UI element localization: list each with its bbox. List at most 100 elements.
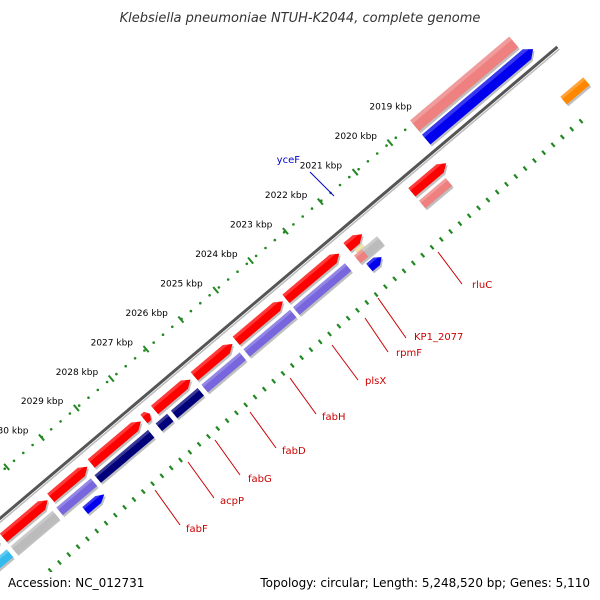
ruler-dot xyxy=(12,459,16,463)
inner-ruler-dash xyxy=(466,213,472,219)
kbp-ruler: 2019 kbp 2020 kbp 2021 kbp 2022 kbp 2023 kbp… xyxy=(0,57,584,572)
rev-c xyxy=(0,549,15,572)
inner-ruler-dash xyxy=(494,189,500,195)
ruler-tick xyxy=(3,463,11,471)
ruler-label: 2020 kbp xyxy=(335,132,378,142)
inner-ruler-dash xyxy=(56,559,62,566)
acpp-label[interactable]: acpP xyxy=(220,496,244,507)
ruler-dot xyxy=(226,278,230,281)
rrna-block xyxy=(410,36,520,134)
kp1_2077-label[interactable]: KP1_2077 xyxy=(414,332,463,343)
orange-mark xyxy=(560,77,592,107)
inner-ruler-dash xyxy=(569,126,575,132)
inner-ruler-dash xyxy=(289,362,295,369)
ruler-dot xyxy=(208,294,211,297)
inner-ruler-dash xyxy=(448,228,454,235)
inner-ruler-dash xyxy=(578,118,584,124)
ruler-label: 2026 kbp xyxy=(125,309,168,319)
inner-ruler-dash xyxy=(168,465,174,471)
ruler-dot xyxy=(152,341,155,344)
inner-ruler-dash xyxy=(187,449,193,455)
cds-a xyxy=(47,462,89,504)
backbone-shadow xyxy=(0,48,560,524)
ruler-dot xyxy=(301,215,305,218)
inner-ruler-dash xyxy=(513,173,519,180)
plsx-label[interactable]: plsX xyxy=(365,376,386,387)
ruler-tick xyxy=(386,138,394,147)
inner-ruler-dash xyxy=(438,236,444,243)
ruler-dot xyxy=(292,223,295,226)
gene-features xyxy=(0,36,592,572)
inner-ruler-dash xyxy=(243,402,249,408)
inner-ruler-dash xyxy=(178,457,183,463)
fabh-label[interactable]: fabH xyxy=(322,412,346,423)
inner-ruler-dash xyxy=(66,551,72,558)
inner-ruler-dash xyxy=(559,134,565,140)
ruler-tick xyxy=(282,227,289,235)
fabf-label[interactable]: fabF xyxy=(186,524,208,535)
rluC-cds xyxy=(408,159,448,199)
inner-ruler-dash xyxy=(140,488,146,495)
rpmf-label[interactable]: rpmF xyxy=(396,348,422,359)
kp1-2077-rev xyxy=(361,236,385,259)
inner-ruler-dash xyxy=(541,150,547,156)
inner-ruler-dash xyxy=(224,418,230,424)
fabg-label[interactable]: fabG xyxy=(248,474,272,485)
ruler-label: 2021 kbp xyxy=(300,161,343,171)
ruler-tick xyxy=(73,404,80,412)
inner-ruler-dash xyxy=(504,181,509,187)
inner-ruler-dash xyxy=(345,315,351,321)
acpP-rev xyxy=(155,413,175,434)
kp1_2077-leader xyxy=(377,297,407,339)
ruler-dot xyxy=(22,451,25,455)
ruler-tick xyxy=(247,256,254,265)
inner-ruler-dash xyxy=(47,567,53,572)
fabG-cds xyxy=(151,375,192,417)
rluc-leader xyxy=(437,251,463,285)
plsX-rev xyxy=(293,263,353,317)
ycef-leader xyxy=(309,171,335,197)
ruler-tick xyxy=(107,374,115,383)
ruler-label: 2029 kbp xyxy=(21,397,64,407)
ruler-dot xyxy=(68,412,72,415)
inner-blue-1 xyxy=(82,491,106,516)
ruler-label: 2028 kbp xyxy=(56,368,99,378)
ruler-dot xyxy=(189,309,193,313)
yceF-blue xyxy=(366,253,384,274)
ruler-dot xyxy=(87,396,90,400)
inner-ruler-dash xyxy=(354,307,360,313)
ycef-label[interactable]: yceF xyxy=(277,155,301,166)
inner-ruler-dash xyxy=(401,268,407,274)
fabf-leader xyxy=(154,489,181,526)
ruler-dot xyxy=(245,262,249,266)
fabH-cds xyxy=(232,297,285,347)
ruler-dot xyxy=(96,388,100,392)
ruler-label: 2019 kbp xyxy=(369,102,412,112)
kp1-2077-cds xyxy=(343,230,364,254)
inner-ruler-dash xyxy=(522,165,528,172)
inner-ruler-dash xyxy=(150,481,156,487)
ruler-dot xyxy=(124,364,127,368)
rluc-label[interactable]: rluC xyxy=(472,280,492,291)
ruler-label: 2025 kbp xyxy=(160,279,203,289)
rev-b xyxy=(10,510,61,556)
inner-ruler-dash xyxy=(457,221,463,227)
ruler-tick xyxy=(351,168,359,176)
fabD-rev xyxy=(201,352,248,395)
fabd-label[interactable]: fabD xyxy=(282,446,306,457)
ruler-dot xyxy=(171,325,174,329)
ruler-dot xyxy=(3,467,6,471)
fabh-leader xyxy=(289,377,317,415)
inner-ruler-dash xyxy=(392,276,398,282)
fabH-rev xyxy=(243,309,298,359)
inner-ruler-dash xyxy=(252,394,258,400)
inner-ruler-dash xyxy=(317,339,323,345)
inner-ruler-dash xyxy=(112,512,118,518)
ruler-dot xyxy=(143,349,146,352)
ruler-dot xyxy=(375,152,379,155)
ruler-label: 2024 kbp xyxy=(195,250,238,260)
ruler-dot xyxy=(49,428,53,431)
fabF-rev xyxy=(94,429,156,485)
ruler-dot xyxy=(199,301,202,305)
fabF-cds xyxy=(87,417,143,470)
